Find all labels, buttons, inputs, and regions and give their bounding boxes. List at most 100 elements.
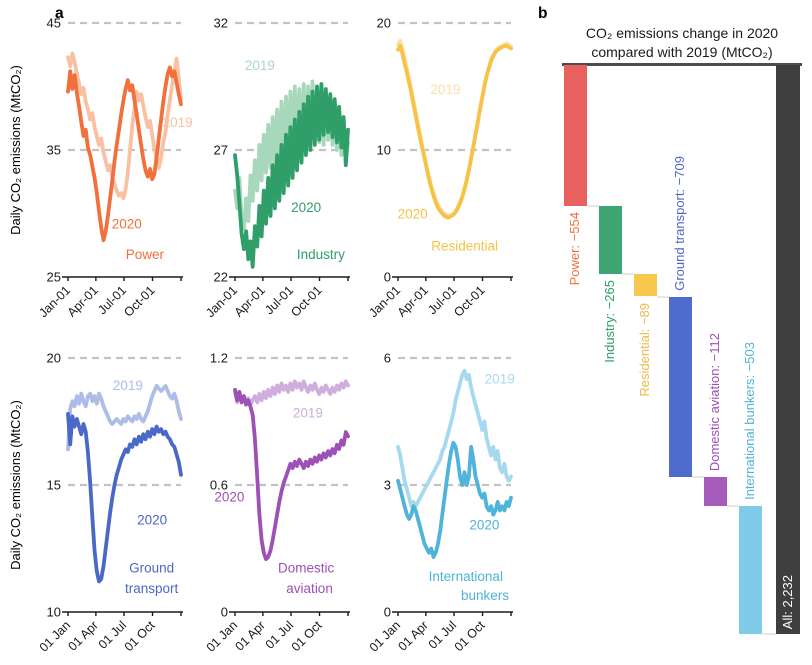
waterfall-bar-residential <box>634 273 657 297</box>
waterfall-bar-ground-transport <box>669 296 692 478</box>
residential-ytick-label-2: 0 <box>384 270 391 285</box>
industry-ytick-label-0: 32 <box>214 16 228 31</box>
waterfall-bar-international-bunkers <box>739 505 762 634</box>
industry-xtick-label-0: Jan-01 <box>203 283 240 320</box>
waterfall-step-connector <box>692 476 704 479</box>
international-bunkers-2020-line <box>396 440 513 559</box>
domestic-aviation-label-2020: 2020 <box>214 490 244 505</box>
domestic-aviation-xtick-label-3: 01 Oct <box>289 618 325 654</box>
power-xtick-label-1: Apr-01 <box>65 283 101 319</box>
residential-ytick-label-1: 10 <box>377 143 391 158</box>
power-ytick-label-0: 45 <box>47 16 61 31</box>
domestic-aviation-2020-line <box>233 387 350 561</box>
industry-label-2020: 2020 <box>291 200 321 215</box>
ground-transport-ytick-label-1: 15 <box>47 478 61 493</box>
waterfall-bar-power <box>564 65 587 207</box>
waterfall-bar-all <box>776 65 800 634</box>
power-2020-line <box>66 65 183 243</box>
panel-b-marker: b <box>538 5 548 22</box>
residential-2020-line <box>396 44 513 220</box>
international-bunkers-ytick-label-1: 3 <box>384 478 391 493</box>
waterfall-label-international-bunkers: International bunkers: −503 <box>741 341 757 500</box>
ground-transport-xtick-label-0: 01 Jan <box>37 618 73 654</box>
industry-xtick-label-3: Oct-01 <box>288 283 324 319</box>
waterfall-label-all: All: 2,232 <box>780 574 795 629</box>
power-chart: 453525Jan-01Apr-01Jul-01Oct-0120192020Po… <box>36 16 192 321</box>
residential-xtick-label-3: Oct-01 <box>451 283 487 319</box>
waterfall-2019-baseline <box>562 63 802 66</box>
international-bunkers-label-2020: 2020 <box>469 517 499 532</box>
power-ytick-label-2: 25 <box>47 270 61 285</box>
residential-2019-line <box>396 38 513 218</box>
residential-chart: 20100Jan-01Apr-01Jul-01Oct-0120192020Res… <box>366 16 513 320</box>
row-1-y-axis-label: Daily CO₂ emissions (MtCO₂) <box>8 400 23 570</box>
residential-label-2019: 2019 <box>430 82 460 97</box>
domestic-aviation-label-2019: 2019 <box>293 406 323 421</box>
residential-label-2020: 2020 <box>398 207 428 222</box>
daily-emissions-line-charts: 453525Jan-01Apr-01Jul-01Oct-0120192020Po… <box>8 16 515 655</box>
ground-transport-name-line-0: Ground <box>129 561 174 576</box>
international-bunkers-xtick-label-0: 01 Jan <box>367 618 403 654</box>
international-bunkers-xtick-label-1: 01 Apr <box>396 618 431 653</box>
waterfall-bar-industry <box>599 206 622 274</box>
industry-xtick-label-1: Apr-01 <box>232 283 268 319</box>
ground-transport-2019-line <box>66 383 183 452</box>
waterfall-label-residential: Residential: −89 <box>636 302 652 397</box>
power-label-2019: 2019 <box>163 115 193 130</box>
international-bunkers-ytick-label-0: 6 <box>384 351 391 366</box>
residential-name-line-0: Residential <box>431 238 498 253</box>
domestic-aviation-name-line-0: Domestic <box>278 561 335 576</box>
ground-transport-xtick-label-3: 01 Oct <box>122 618 158 654</box>
industry-chart: 322722Jan-01Apr-01Jul-01Oct-0120192020In… <box>203 16 350 320</box>
residential-xtick-label-1: Apr-01 <box>395 283 431 319</box>
domestic-aviation-ytick-label-2: 0 <box>221 605 228 620</box>
industry-ytick-label-1: 27 <box>214 143 228 158</box>
power-label-2020: 2020 <box>112 217 142 232</box>
power-ytick-label-1: 35 <box>47 143 61 158</box>
international-bunkers-label-2019: 2019 <box>485 371 515 386</box>
ground-transport-ytick-label-2: 10 <box>47 605 61 620</box>
international-bunkers-name-line-0: International <box>429 569 503 584</box>
domestic-aviation-xtick-label-0: 01 Jan <box>204 618 240 654</box>
waterfall-bar-domestic-aviation <box>704 477 727 506</box>
waterfall-label-industry: Industry: −265 <box>601 279 617 363</box>
ground-transport-label-2019: 2019 <box>113 378 143 393</box>
waterfall-step-connector <box>622 272 634 275</box>
ground-transport-ytick-label-0: 20 <box>47 351 61 366</box>
ground-transport-xtick-label-1: 01 Apr <box>66 618 101 653</box>
row-0-y-axis-label: Daily CO₂ emissions (MtCO₂) <box>8 65 23 235</box>
waterfall-title: CO₂ emissions change in 2020 compared wi… <box>556 24 808 62</box>
power-2019-line <box>66 51 183 201</box>
industry-label-2019: 2019 <box>245 58 275 73</box>
domestic-aviation-xtick-label-1: 01 Apr <box>233 618 268 653</box>
waterfall-step-connector <box>657 295 669 298</box>
international-bunkers-2019-line <box>396 368 513 509</box>
international-bunkers-ytick-label-2: 0 <box>384 605 391 620</box>
waterfall-label-domestic-aviation: Domestic aviation: −112 <box>706 333 722 472</box>
power-xtick-label-0: Jan-01 <box>36 283 73 320</box>
waterfall-title-line1: CO₂ emissions change in 2020 <box>585 25 779 41</box>
waterfall-step-connector <box>587 205 599 208</box>
waterfall-label-power: Power: −554 <box>566 212 582 286</box>
international-bunkers-xtick-label-3: 01 Oct <box>452 618 488 654</box>
power-name-line-0: Power <box>126 247 165 262</box>
waterfall-chart: Power: −554 Industry: −265 Residential: −8… <box>562 63 806 635</box>
industry-2020-line <box>233 82 350 269</box>
ground-transport-2020-line <box>66 411 183 584</box>
waterfall-title-line2: compared with 2019 (MtCO₂) <box>591 44 773 60</box>
ground-transport-label-2020: 2020 <box>137 512 167 527</box>
ground-transport-name-line-1: transport <box>125 581 179 596</box>
domestic-aviation-ytick-label-0: 1.2 <box>210 351 228 366</box>
panel-a-marker: a <box>55 5 64 22</box>
waterfall-step-connector <box>727 504 739 507</box>
residential-ytick-label-0: 20 <box>377 16 391 31</box>
industry-ytick-label-2: 22 <box>214 270 228 285</box>
domestic-aviation-2019-line <box>233 379 350 407</box>
waterfall-step-connector <box>762 633 776 635</box>
industry-name-line-0: Industry <box>297 247 345 262</box>
domestic-aviation-ytick-label-1: 0.6 <box>210 478 228 493</box>
